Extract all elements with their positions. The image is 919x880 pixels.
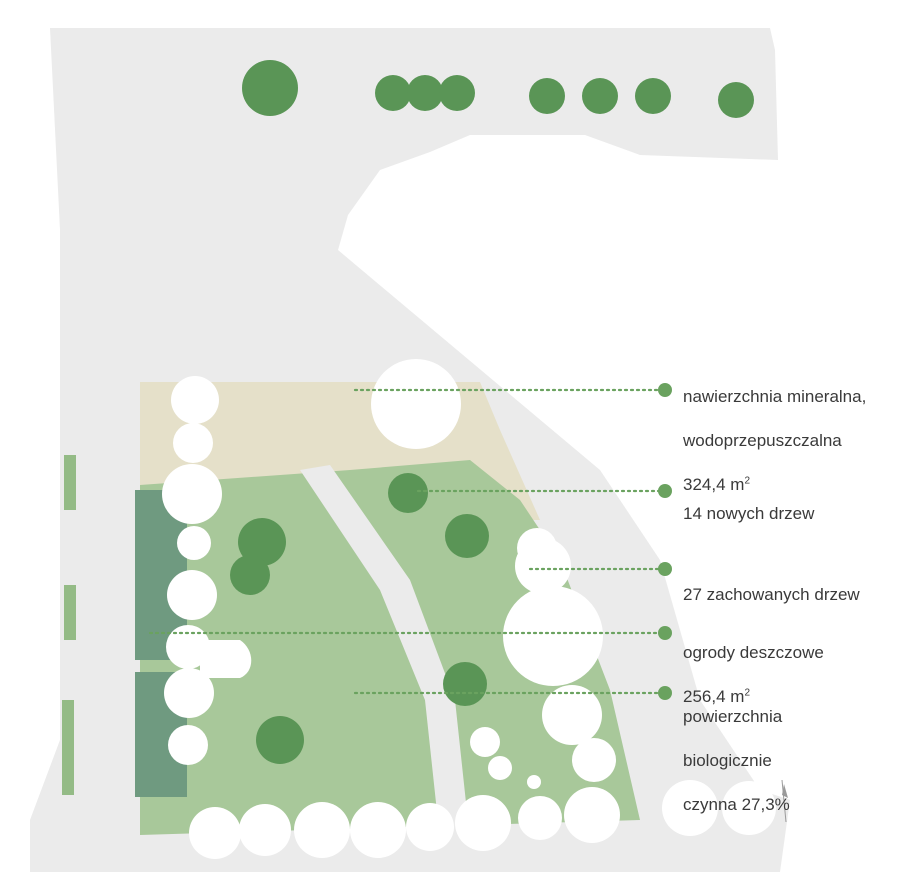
preserved-tree-20 xyxy=(294,802,350,858)
new-tree-5 xyxy=(529,78,565,114)
leader-dot-5 xyxy=(658,686,672,700)
preserved-tree-22 xyxy=(406,803,454,851)
new-tree-14 xyxy=(256,716,304,764)
preserved-tree-26 xyxy=(662,780,718,836)
new-tree-10 xyxy=(445,514,489,558)
rain-strip-2 xyxy=(64,585,76,640)
legend-bio-active-line2: biologicznie xyxy=(683,751,772,770)
preserved-tree-24 xyxy=(518,796,562,840)
legend-rain-gardens-line2: 256,4 m xyxy=(683,687,745,706)
north-arrow-icon xyxy=(781,779,788,823)
preserved-tree-19 xyxy=(239,804,291,856)
leader-dot-1 xyxy=(658,383,672,397)
new-tree-3 xyxy=(407,75,443,111)
preserved-tree-21 xyxy=(350,802,406,858)
new-tree-1 xyxy=(242,60,298,116)
new-tree-7 xyxy=(635,78,671,114)
rain-strip-1 xyxy=(64,455,76,510)
preserved-tree-8 xyxy=(168,725,208,765)
new-tree-8 xyxy=(718,82,754,118)
lawn-cutout xyxy=(200,640,252,678)
leader-dot-3 xyxy=(658,562,672,576)
legend-rain-gardens: ogrody deszczowe 256,4 m2 xyxy=(683,620,824,708)
preserved-tree-23 xyxy=(455,795,511,851)
preserved-tree-5 xyxy=(167,570,217,620)
preserved-tree-16 xyxy=(527,775,541,789)
preserved-tree-1 xyxy=(171,376,219,424)
new-tree-6 xyxy=(582,78,618,114)
legend-kept-trees-line1: 27 zachowanych drzew xyxy=(683,585,860,604)
preserved-tree-3 xyxy=(162,464,222,524)
rain-strip-3 xyxy=(62,700,74,795)
new-tree-12 xyxy=(230,555,270,595)
preserved-tree-17 xyxy=(572,738,616,782)
preserved-tree-12 xyxy=(503,586,603,686)
preserved-tree-13 xyxy=(542,685,602,745)
legend-kept-trees: 27 zachowanych drzew xyxy=(683,562,860,606)
preserved-tree-6 xyxy=(166,625,210,669)
preserved-tree-7 xyxy=(164,668,214,718)
legend-mineral-line2: wodoprzepuszczalna xyxy=(683,431,842,450)
legend-bio-active: powierzchnia biologicznie czynna 27,3% xyxy=(683,684,790,816)
preserved-tree-2 xyxy=(173,423,213,463)
preserved-tree-14 xyxy=(470,727,500,757)
preserved-tree-11 xyxy=(515,538,571,594)
legend-bio-active-line3: czynna 27,3% xyxy=(683,795,790,814)
leader-dot-4 xyxy=(658,626,672,640)
new-tree-2 xyxy=(375,75,411,111)
new-tree-9 xyxy=(388,473,428,513)
legend-new-trees: 14 nowych drzew xyxy=(683,481,814,525)
footpath xyxy=(300,465,470,840)
preserved-tree-15 xyxy=(488,756,512,780)
preserved-tree-25 xyxy=(564,787,620,843)
legend-bio-active-line1: powierzchnia xyxy=(683,707,783,726)
preserved-tree-27 xyxy=(722,781,776,835)
preserved-tree-4 xyxy=(177,526,211,560)
legend-mineral-sup: 2 xyxy=(744,475,750,487)
new-tree-4 xyxy=(439,75,475,111)
legend-mineral-line3: 324,4 m xyxy=(683,475,745,494)
preserved-tree-18 xyxy=(189,807,241,859)
legend-new-trees-line1: 14 nowych drzew xyxy=(683,504,815,523)
legend-mineral-line1: nawierzchnia mineralna, xyxy=(683,387,867,406)
legend-rain-gardens-line1: ogrody deszczowe xyxy=(683,643,824,662)
preserved-tree-9 xyxy=(371,359,461,449)
legend-rain-gardens-sup: 2 xyxy=(744,687,750,699)
legend-mineral: nawierzchnia mineralna, wodoprzepuszczal… xyxy=(683,364,866,496)
new-tree-11 xyxy=(238,518,286,566)
leader-dot-2 xyxy=(658,484,672,498)
new-tree-13 xyxy=(443,662,487,706)
